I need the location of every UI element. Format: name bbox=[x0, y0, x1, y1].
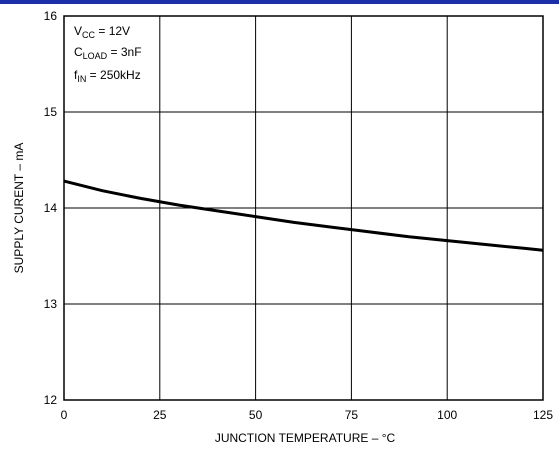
annotation-vcc: VCC = 12V bbox=[74, 24, 130, 40]
x-axis-ticks: 0 25 50 75 100 125 bbox=[61, 408, 554, 422]
grid bbox=[64, 16, 543, 400]
x-tick-label: 75 bbox=[345, 408, 359, 422]
series-line bbox=[63, 179, 544, 252]
y-tick-label: 12 bbox=[44, 393, 58, 407]
x-axis-label: JUNCTION TEMPERATURE – °C bbox=[215, 431, 396, 445]
y-tick-label: 16 bbox=[44, 9, 58, 23]
y-axis-ticks: 12 13 14 15 16 bbox=[44, 9, 58, 407]
x-tick-label: 125 bbox=[533, 408, 553, 422]
top-accent-bar bbox=[0, 0, 559, 4]
annotation-cload: CLOAD = 3nF bbox=[74, 45, 142, 61]
annotation-fin: fIN = 250kHz bbox=[74, 68, 141, 84]
y-tick-label: 15 bbox=[44, 105, 58, 119]
x-tick-label: 0 bbox=[61, 408, 68, 422]
annotation-box: VCC = 12V CLOAD = 3nF fIN = 250kHz bbox=[74, 24, 142, 84]
y-tick-label: 14 bbox=[44, 201, 58, 215]
plot-frame bbox=[63, 15, 544, 401]
y-tick-label: 13 bbox=[44, 297, 58, 311]
x-tick-label: 50 bbox=[249, 408, 263, 422]
x-tick-label: 25 bbox=[153, 408, 167, 422]
x-tick-label: 100 bbox=[437, 408, 457, 422]
y-axis-label: SUPPLY CURENT – mA bbox=[12, 143, 26, 274]
